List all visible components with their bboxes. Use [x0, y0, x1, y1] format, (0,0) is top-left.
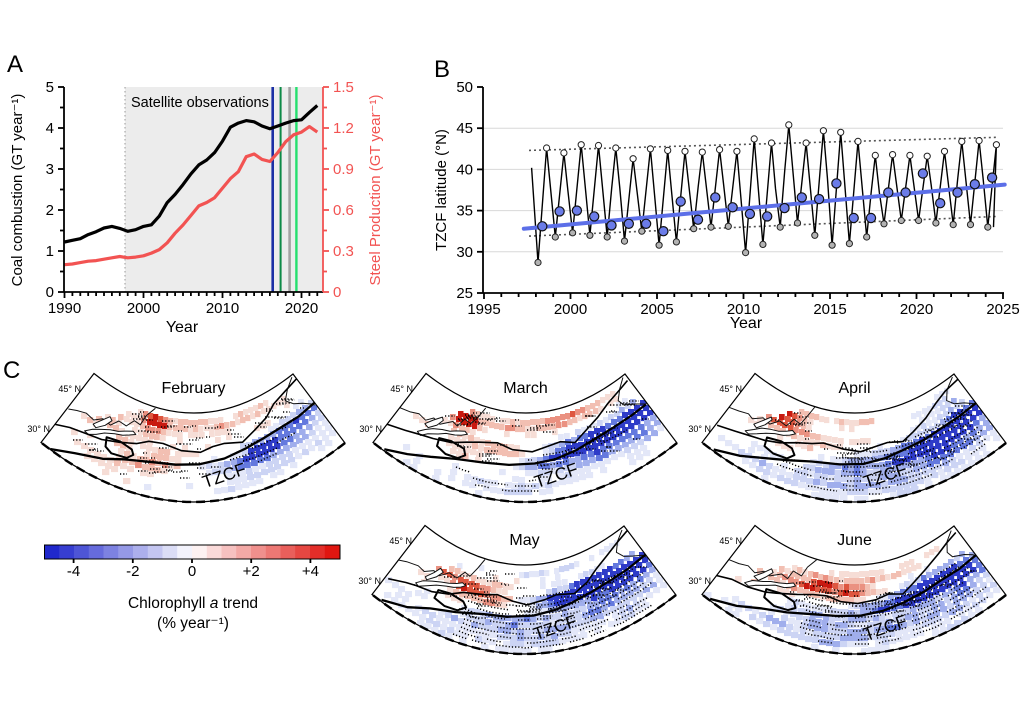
svg-text:April: April	[838, 380, 870, 397]
svg-text:TZCF latitude (°N): TZCF latitude (°N)	[433, 129, 450, 251]
svg-text:1.2: 1.2	[333, 120, 354, 137]
svg-text:1995: 1995	[467, 301, 500, 318]
svg-text:Year: Year	[730, 315, 763, 332]
svg-text:35: 35	[456, 203, 473, 220]
svg-text:2020: 2020	[285, 300, 318, 317]
svg-text:C: C	[3, 357, 20, 384]
svg-text:30: 30	[456, 244, 473, 261]
svg-text:2000: 2000	[127, 300, 160, 317]
svg-text:+4: +4	[302, 563, 319, 580]
svg-text:45° N: 45° N	[719, 384, 742, 394]
svg-text:0.9: 0.9	[333, 161, 354, 178]
svg-text:1990: 1990	[48, 300, 81, 317]
svg-text:30° N: 30° N	[688, 576, 711, 586]
svg-text:30° N: 30° N	[358, 576, 381, 586]
svg-text:4: 4	[46, 120, 54, 137]
svg-text:2020: 2020	[900, 301, 933, 318]
svg-text:B: B	[434, 56, 450, 83]
svg-text:2005: 2005	[640, 301, 673, 318]
svg-text:2015: 2015	[813, 301, 846, 318]
svg-text:45° N: 45° N	[389, 536, 412, 546]
svg-text:45: 45	[456, 120, 473, 137]
svg-text:2010: 2010	[727, 301, 760, 318]
svg-text:50: 50	[456, 79, 473, 96]
svg-text:30° N: 30° N	[27, 424, 50, 434]
svg-text:0.3: 0.3	[333, 243, 354, 260]
svg-text:30° N: 30° N	[688, 424, 711, 434]
svg-text:2025: 2025	[986, 301, 1019, 318]
svg-text:0.6: 0.6	[333, 202, 354, 219]
svg-text:February: February	[161, 380, 225, 397]
svg-text:(% year⁻¹): (% year⁻¹)	[157, 615, 229, 632]
svg-text:May: May	[509, 532, 539, 549]
svg-text:0: 0	[333, 284, 341, 301]
svg-text:3: 3	[46, 161, 54, 178]
svg-text:30° N: 30° N	[359, 424, 382, 434]
svg-text:+2: +2	[243, 563, 260, 580]
svg-text:1: 1	[46, 243, 54, 260]
svg-text:45° N: 45° N	[719, 536, 742, 546]
svg-text:A: A	[7, 51, 23, 78]
svg-text:1.5: 1.5	[333, 79, 354, 96]
svg-text:Chlorophyll a trend: Chlorophyll a trend	[128, 595, 258, 612]
svg-text:Year: Year	[166, 319, 199, 336]
svg-text:0: 0	[46, 284, 54, 301]
svg-text:2010: 2010	[206, 300, 239, 317]
svg-text:March: March	[503, 380, 547, 397]
svg-text:45° N: 45° N	[58, 384, 81, 394]
svg-text:5: 5	[46, 79, 54, 96]
svg-text:Satellite observations: Satellite observations	[131, 95, 269, 111]
svg-text:Coal combustion (GT year⁻¹): Coal combustion (GT year⁻¹)	[9, 94, 26, 287]
svg-text:-2: -2	[126, 563, 139, 580]
svg-text:25: 25	[456, 285, 473, 302]
svg-text:2000: 2000	[554, 301, 587, 318]
svg-text:45° N: 45° N	[390, 384, 413, 394]
svg-text:40: 40	[456, 161, 473, 178]
svg-text:0: 0	[188, 563, 196, 580]
svg-text:-4: -4	[67, 563, 80, 580]
svg-text:June: June	[837, 532, 872, 549]
svg-text:2: 2	[46, 202, 54, 219]
svg-text:Steel Production (GT year⁻¹): Steel Production (GT year⁻¹)	[367, 94, 384, 285]
